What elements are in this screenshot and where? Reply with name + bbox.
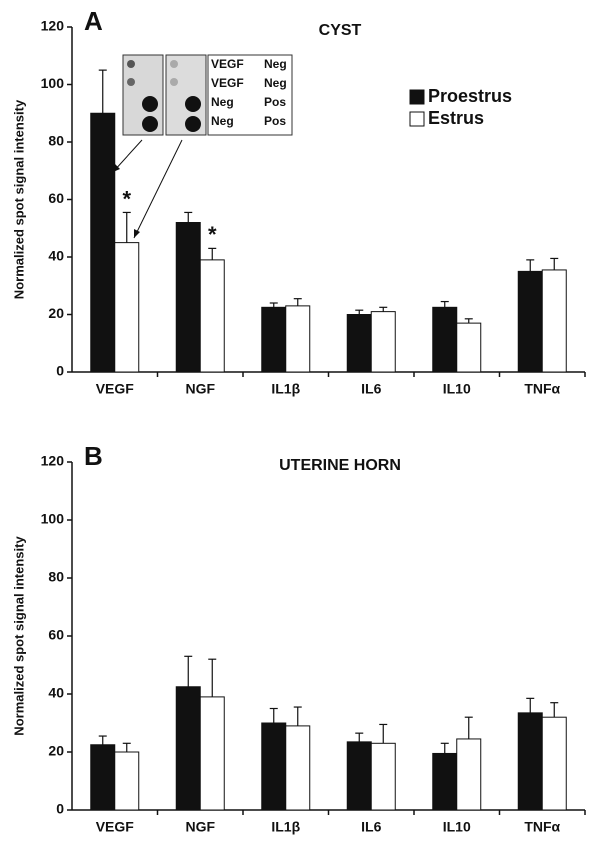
blot-spot [142, 96, 158, 112]
blot-key-text: Pos [264, 95, 286, 109]
bar [285, 305, 311, 373]
bar [370, 311, 396, 373]
bar [346, 741, 372, 811]
x-tick-label: IL10 [443, 381, 471, 397]
chart-title: CYST [319, 22, 362, 39]
arrow [133, 139, 183, 239]
blot-key-box [207, 54, 293, 136]
legend-label: Proestrus [428, 86, 512, 106]
bar [261, 306, 287, 373]
y-tick-label: 40 [48, 248, 64, 264]
bar [285, 725, 311, 811]
bar [432, 752, 458, 811]
bar [199, 259, 225, 373]
bar [175, 686, 201, 811]
blot-key-text: Neg [211, 95, 234, 109]
y-tick-label: 100 [41, 75, 65, 91]
blot-spot [170, 60, 178, 68]
y-tick-label: 80 [48, 133, 64, 149]
x-tick-label: IL1β [271, 381, 300, 397]
y-tick-label: 20 [48, 743, 64, 759]
bar [90, 744, 116, 811]
legend-swatch [409, 89, 425, 105]
y-tick-label: 100 [41, 511, 65, 527]
bar [261, 722, 287, 811]
y-tick-label: 80 [48, 569, 64, 585]
x-tick-label: NGF [185, 819, 215, 835]
blot-key-text: Neg [211, 114, 234, 128]
bar [114, 242, 140, 373]
x-tick-label: TNFα [524, 381, 560, 397]
x-tick-label: NGF [185, 381, 215, 397]
bar [90, 112, 116, 373]
bar [114, 751, 140, 811]
bar [370, 742, 396, 811]
legend-label: Estrus [428, 108, 484, 128]
y-tick-label: 120 [41, 18, 65, 34]
bar [175, 222, 201, 373]
blot-key-text: Neg [264, 57, 287, 71]
blot-spot [127, 78, 135, 86]
y-tick-label: 60 [48, 190, 64, 206]
legend-swatch [409, 111, 425, 127]
y-tick-label: 0 [56, 801, 64, 817]
panel-label: A [84, 6, 103, 36]
bar [517, 270, 543, 373]
arrow-head [134, 229, 140, 238]
blot-spot [185, 96, 201, 112]
bar [432, 306, 458, 373]
chart-title: UTERINE HORN [279, 457, 401, 474]
arrow [112, 139, 143, 173]
blot-key-text: VEGF [211, 76, 244, 90]
y-tick-label: 40 [48, 685, 64, 701]
bar [541, 716, 567, 811]
blot-images [112, 54, 293, 239]
y-axis-label: Normalized spot signal intensity [11, 536, 26, 736]
y-tick-label: 60 [48, 627, 64, 643]
blot-key-text: Neg [264, 76, 287, 90]
bar [456, 322, 482, 373]
y-tick-label: 120 [41, 453, 65, 469]
x-tick-label: IL1β [271, 819, 300, 835]
bar [456, 738, 482, 811]
significance-marker: * [208, 222, 217, 247]
blot-spot [185, 116, 201, 132]
significance-marker: * [122, 186, 131, 211]
x-tick-label: IL10 [443, 819, 471, 835]
x-tick-label: VEGF [96, 819, 135, 835]
blot-key-text: VEGF [211, 57, 244, 71]
bar [346, 314, 372, 373]
panel-label: B [84, 441, 103, 471]
bar [517, 712, 543, 811]
blot-spot [170, 78, 178, 86]
bar [199, 696, 225, 811]
y-tick-label: 0 [56, 363, 64, 379]
y-tick-label: 20 [48, 305, 64, 321]
y-axis-label: Normalized spot signal intensity [11, 99, 26, 299]
x-tick-label: IL6 [361, 381, 381, 397]
x-tick-label: TNFα [524, 819, 560, 835]
x-tick-label: VEGF [96, 381, 135, 397]
blot-spot [142, 116, 158, 132]
blot-spot [127, 60, 135, 68]
x-tick-label: IL6 [361, 819, 381, 835]
bar [541, 269, 567, 373]
blot-key-text: Pos [264, 114, 286, 128]
